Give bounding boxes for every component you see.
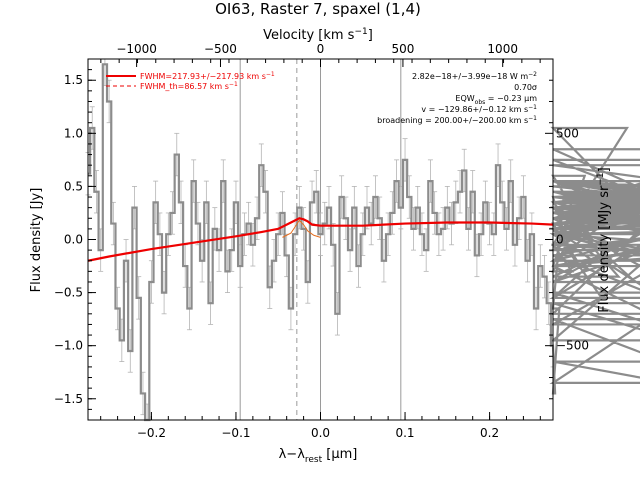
data-series — [88, 63, 640, 422]
y-tick-label: 1.0 — [64, 126, 83, 140]
annotation-velocity: v = −129.86+/−0.12 km s−1 — [421, 104, 537, 114]
legend-label-fwhm-th: FWHM_th=86.57 km s−1 — [140, 81, 238, 91]
x-axis-label: λ−λrest [μm] — [279, 447, 358, 465]
annotation-flux: 2.82e−18+/−3.99e−18 W m−2 — [412, 71, 537, 81]
right-axis-label: Flux density [MJy sr−1] — [596, 167, 612, 312]
fit-series — [87, 217, 554, 262]
x-tick-label: 0.0 — [311, 426, 330, 440]
top-axis-label: Velocity [km s−1] — [263, 27, 373, 43]
y-tick-label: −0.5 — [54, 286, 83, 300]
fit-component-line — [282, 219, 321, 238]
y-tick-label: −1.0 — [54, 339, 83, 353]
legend-label-fwhm: FWHM=217.93+/−217.93 km s−1 — [140, 71, 275, 81]
chart-title: OI63, Raster 7, spaxel (1,4) — [215, 0, 421, 18]
top-tick-label: −1000 — [116, 42, 157, 56]
axes: −0.2 −0.1 0.0 0.1 0.2 −1000 −500 0 500 1000 −1.5 −1… — [54, 42, 589, 440]
legend: FWHM=217.93+/−217.93 km s−1 FWHM_th=86.5… — [106, 71, 275, 91]
fit-line — [87, 217, 554, 262]
y-tick-label: 1.5 — [64, 73, 83, 87]
annotation-broadening: broadening = 200.00+/−200.00 km s−1 — [377, 115, 537, 125]
x-tick-label: 0.1 — [395, 426, 414, 440]
right-tick-label: 0 — [556, 233, 564, 247]
y-axis-label: Flux density [Jy] — [29, 188, 44, 293]
y-tick-label: −1.5 — [54, 392, 83, 406]
top-tick-label: 500 — [391, 42, 414, 56]
spectrum-line — [88, 63, 640, 422]
annotation-sigma: 0.70σ — [514, 83, 537, 92]
right-tick-label: 500 — [556, 126, 579, 140]
annotations: 2.82e−18+/−3.99e−18 W m−2 0.70σ EQWobs =… — [377, 71, 537, 125]
top-tick-label: 0 — [317, 42, 325, 56]
right-tick-label: −500 — [556, 339, 589, 353]
y-tick-label: 0.5 — [64, 179, 83, 193]
top-tick-label: 1000 — [487, 42, 518, 56]
x-tick-label: −0.1 — [221, 426, 250, 440]
x-tick-label: −0.2 — [137, 426, 166, 440]
x-tick-label: 0.2 — [480, 426, 499, 440]
y-tick-label: 0.0 — [64, 233, 83, 247]
top-tick-label: −500 — [204, 42, 237, 56]
annotation-eqw: EQWobs = −0.23 μm — [455, 94, 537, 106]
